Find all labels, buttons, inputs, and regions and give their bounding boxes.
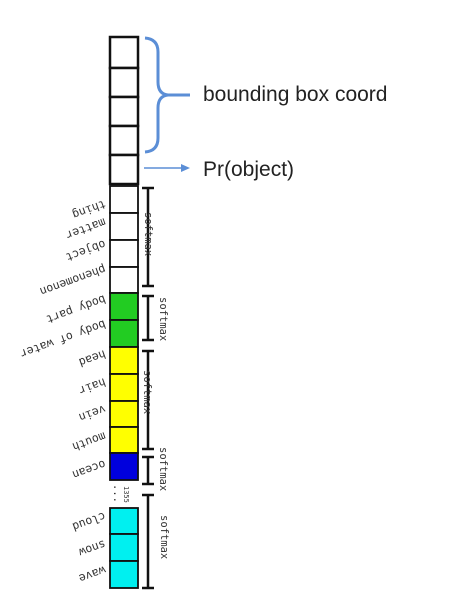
bbox-coord-label: bounding box coord: [203, 83, 387, 106]
class-label-snow: snow: [77, 537, 108, 560]
ellipsis-count: 1355: [122, 486, 130, 503]
class-label-cloud: cloud: [70, 509, 107, 534]
softmax-label-3: softmax: [141, 370, 153, 414]
class-label-phenomenon: phenomenon: [38, 262, 108, 299]
softmax-bracket-3: [142, 349, 154, 451]
softmax-bracket-1: [142, 186, 154, 288]
output-cell-9: [109, 266, 139, 294]
objectness-label: Pr(object): [203, 158, 294, 181]
ellipsis-dots: ...: [111, 484, 123, 503]
output-cell-19: [109, 560, 139, 589]
softmax-label-5: softmax: [158, 515, 170, 559]
objectness-arrow-head: [181, 164, 190, 172]
softmax-bracket-4: [142, 455, 154, 486]
softmax-bracket-2: [142, 294, 154, 342]
softmax-label-4: softmax: [157, 447, 169, 491]
class-label-vein: vein: [77, 402, 108, 425]
output-cell-12: [109, 346, 139, 375]
output-cell-6: [109, 185, 139, 214]
output-cell-18: [109, 533, 139, 562]
class-label-hair: hair: [77, 375, 108, 398]
softmax-bracket-5: [142, 493, 154, 590]
output-vector-cells: [108, 35, 140, 589]
softmax-label-1: softmax: [142, 212, 154, 256]
output-cell-11: [109, 319, 139, 348]
output-cell-13: [109, 373, 139, 402]
output-cell-1: [108, 35, 140, 70]
output-cell-17: [109, 507, 139, 535]
class-label-mouth: mouth: [70, 429, 107, 454]
output-cell-8: [109, 239, 139, 268]
output-cell-10: [109, 292, 139, 321]
softmax-label-2: softmax: [157, 297, 169, 341]
class-label-wave: wave: [77, 563, 108, 586]
output-cell-14: [109, 400, 139, 428]
output-cell-16: [109, 452, 139, 481]
output-cell-4: [108, 124, 140, 157]
output-cell-3: [108, 95, 140, 128]
output-cell-15: [109, 426, 139, 454]
output-cell-2: [108, 66, 140, 99]
class-label-head: head: [77, 347, 108, 370]
output-cell-7: [109, 212, 139, 241]
class-label-ocean: ocean: [70, 457, 107, 482]
output-cell-5: [108, 153, 140, 186]
bbox-curly-bracket: [144, 36, 169, 154]
